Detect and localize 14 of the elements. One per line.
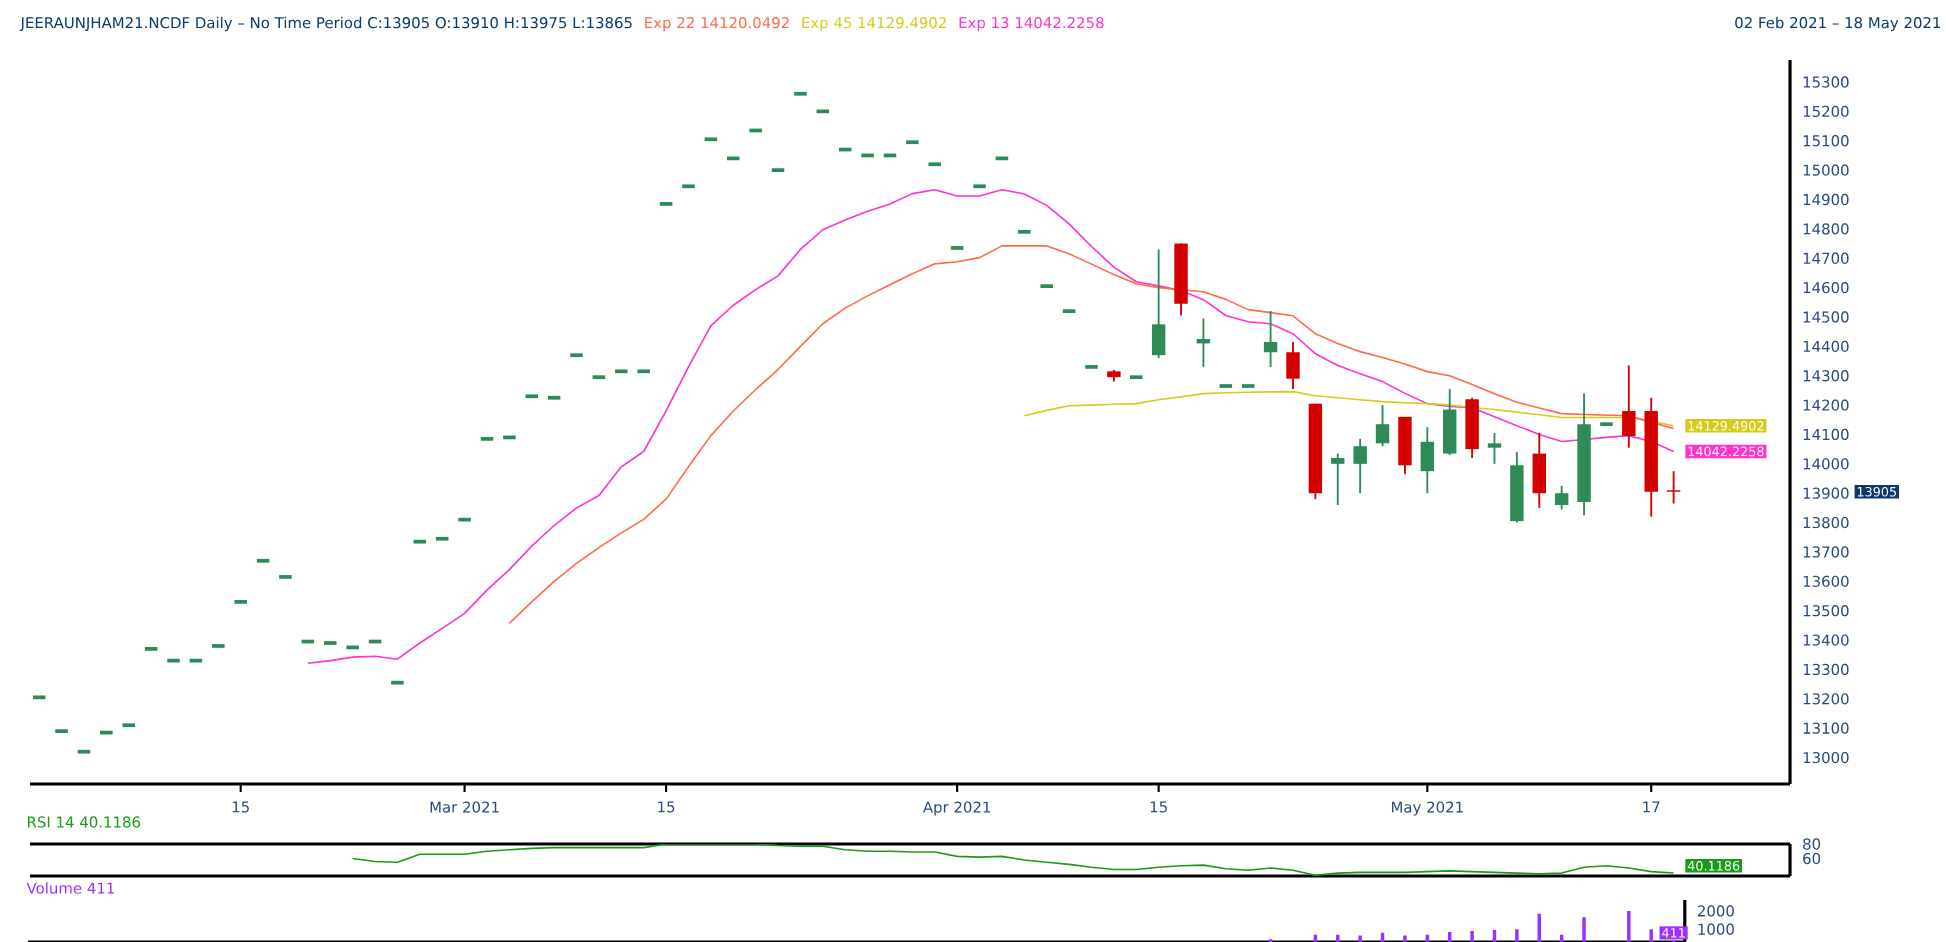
candlestick <box>1263 310 1278 368</box>
line-series <box>307 189 1675 665</box>
candlestick <box>1666 470 1681 505</box>
candlestick <box>1151 248 1166 360</box>
candlestick <box>1487 432 1502 465</box>
candlestick <box>1532 432 1546 509</box>
candlestick <box>1442 388 1457 456</box>
candlestick <box>1286 341 1300 390</box>
candlestick <box>1420 426 1435 495</box>
candlestick <box>1331 452 1345 506</box>
candlestick <box>1622 364 1636 449</box>
candlestick <box>1554 484 1569 511</box>
candlestick <box>1375 404 1390 448</box>
candlestick <box>1353 437 1367 495</box>
